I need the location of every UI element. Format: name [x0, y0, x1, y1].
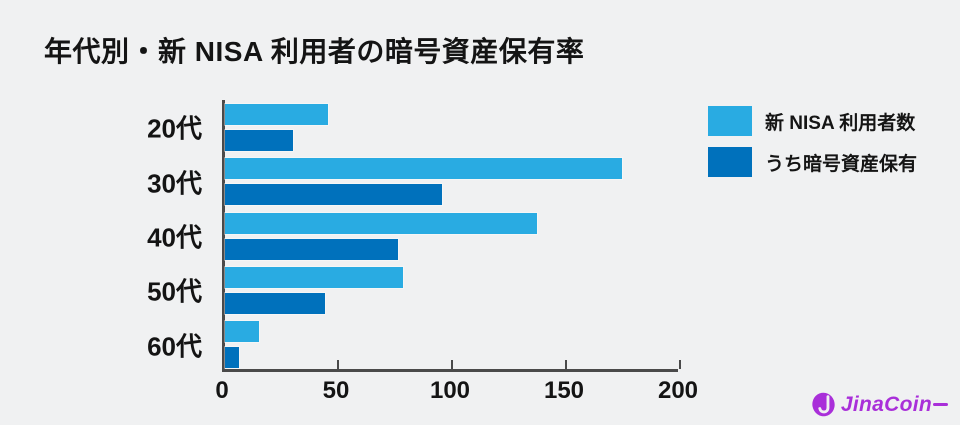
x-tick-label: 200: [657, 377, 699, 404]
jinacoin-wordmark: JinaCoin: [840, 392, 932, 416]
x-axis-tick: [565, 360, 567, 369]
bar-light-20代: [225, 103, 328, 125]
bar-dark-30代: [225, 184, 442, 206]
bar-light-30代: [225, 158, 622, 180]
x-tick-label: 150: [543, 377, 585, 404]
chart-title: 年代別・新 NISA 利用者の暗号資産保有率: [44, 36, 585, 67]
x-tick-label: 0: [215, 377, 229, 404]
category-label: 20代: [147, 113, 202, 144]
category-label: 30代: [147, 168, 202, 199]
bar-light-40代: [225, 212, 538, 234]
x-axis-tick: [679, 360, 681, 369]
logo-underline-flourish: [933, 402, 948, 407]
x-axis-tick: [337, 360, 339, 369]
x-tick-label: 50: [322, 377, 350, 404]
jinacoin-coin-icon: [812, 392, 835, 417]
legend: 新 NISA 利用者数 うち暗号資産保有: [708, 106, 917, 188]
legend-label: 新 NISA 利用者数: [765, 112, 916, 134]
plot-area: [222, 100, 681, 372]
x-axis: 0 50 100 150 200: [215, 377, 698, 411]
jinacoin-logo: JinaCoin: [810, 391, 948, 418]
bar-dark-20代: [225, 129, 294, 151]
category-label: 60代: [147, 331, 202, 362]
legend-item: うち暗号資産保有: [708, 147, 917, 177]
x-tick-label: 100: [429, 377, 471, 404]
legend-swatch-dark-blue: [708, 147, 752, 177]
bar-dark-40代: [225, 238, 399, 260]
legend-item: 新 NISA 利用者数: [708, 106, 917, 136]
bar-dark-60代: [225, 347, 239, 369]
legend-swatch-light-blue: [708, 106, 752, 136]
category-label: 50代: [147, 276, 202, 307]
legend-label: うち暗号資産保有: [765, 153, 918, 175]
bar-dark-50代: [225, 292, 326, 314]
y-axis-labels: 20代 30代 40代 50代 60代: [0, 100, 210, 372]
bar-light-60代: [225, 321, 260, 343]
x-axis-tick: [451, 360, 453, 369]
category-label: 40代: [147, 222, 202, 253]
bar-light-50代: [225, 266, 403, 288]
